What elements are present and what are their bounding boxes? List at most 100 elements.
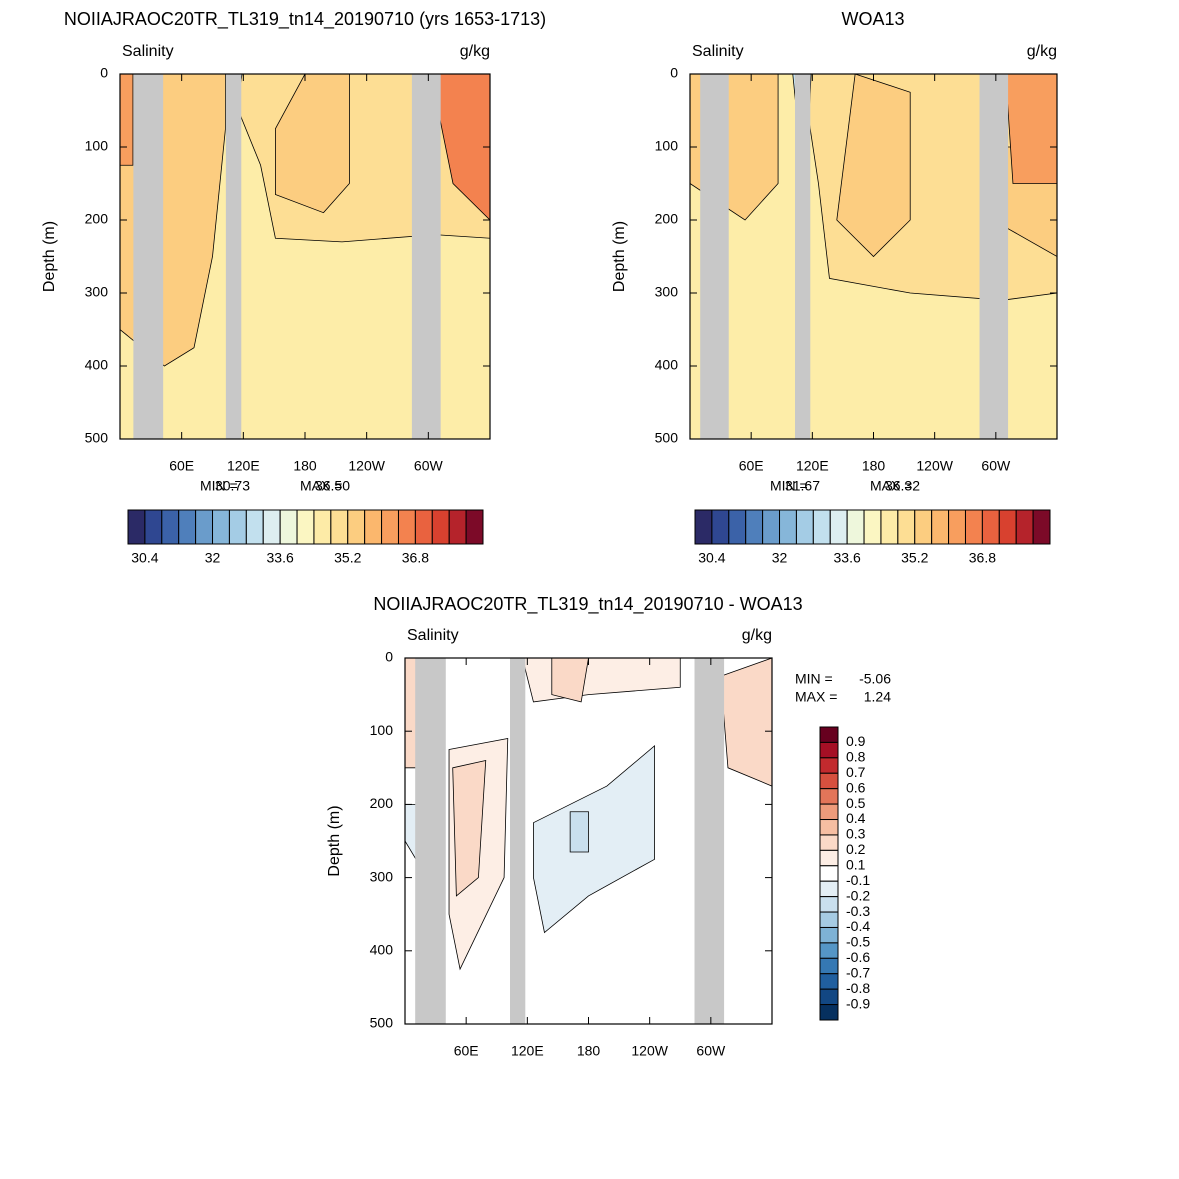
- colorbar-box: [819, 880, 839, 898]
- colorbar-label: -0.5: [846, 934, 870, 950]
- colorbar-box: [228, 509, 247, 545]
- land-mask: [415, 658, 446, 1024]
- land-mask: [225, 74, 242, 439]
- colorbar-box: [819, 849, 839, 867]
- colorbar-box: [431, 509, 450, 545]
- panel: WOA13 Salinity g/kg Depth (m) 0 100 200 300 400 5…: [611, 9, 1058, 566]
- y-tick-label: 200: [655, 211, 679, 227]
- colorbar-label: 33.6: [267, 550, 294, 566]
- colorbar-box: [819, 803, 839, 821]
- x-tick-label: 120W: [348, 458, 385, 474]
- land-mask: [133, 74, 164, 439]
- subtitle-right: g/kg: [1027, 43, 1057, 60]
- colorbar-box: [330, 509, 349, 545]
- colorbar-box: [819, 896, 839, 913]
- colorbar-label: -0.1: [846, 872, 870, 888]
- y-tick-label: 500: [370, 1015, 394, 1031]
- colorbar-box: [819, 865, 839, 882]
- colorbar-label: 0.3: [846, 826, 866, 842]
- y-tick-label: 400: [655, 357, 679, 373]
- colorbar-label: 32: [205, 550, 221, 566]
- colorbar-box: [812, 509, 831, 545]
- y-tick-label: 0: [385, 649, 393, 665]
- y-tick-label: 200: [370, 795, 394, 811]
- y-tick-label: 0: [670, 65, 678, 81]
- colorbar-box: [279, 509, 298, 545]
- colorbar-box: [897, 509, 916, 545]
- stat-value: 1.24: [864, 689, 891, 705]
- x-tick-label: 60E: [454, 1043, 479, 1059]
- x-tick-label: 60W: [981, 458, 1011, 474]
- stat-name: MAX =: [795, 689, 837, 705]
- colorbar-box: [819, 741, 839, 759]
- x-tick-label: 120E: [511, 1043, 544, 1059]
- colorbar-box: [364, 509, 383, 545]
- x-tick-label: 60E: [169, 458, 194, 474]
- colorbar-label: 36.8: [969, 550, 996, 566]
- colorbar-box: [880, 509, 899, 545]
- colorbar-box: [998, 509, 1017, 545]
- colorbar-label: 0.6: [846, 779, 866, 795]
- colorbar-box: [819, 926, 839, 944]
- y-tick-label: 100: [655, 138, 679, 154]
- colorbar-box: [178, 509, 197, 545]
- colorbar-box: [313, 509, 332, 545]
- colorbar-box: [161, 509, 180, 545]
- colorbar-box: [1015, 509, 1034, 545]
- y-axis-label: Depth (m): [611, 221, 628, 292]
- x-tick-label: 120W: [631, 1043, 668, 1059]
- colorbar-box: [819, 957, 839, 975]
- y-tick-label: 200: [85, 211, 109, 227]
- contour-fill: [720, 657, 773, 787]
- colorbar-box: [948, 509, 966, 545]
- panel-title: NOIIAJRAOC20TR_TL319_tn14_20190710 (yrs …: [64, 9, 546, 30]
- contour-fill: [569, 811, 589, 853]
- colorbar-box: [1032, 509, 1051, 545]
- colorbar-box: [819, 757, 839, 774]
- y-tick-label: 500: [655, 430, 679, 446]
- colorbar-label: 0.5: [846, 795, 866, 811]
- contour-fill: [119, 73, 134, 166]
- subtitle-left: Salinity: [692, 43, 744, 60]
- x-tick-label: 60E: [739, 458, 764, 474]
- stat-name: MIN =: [770, 478, 808, 494]
- colorbar-box: [381, 509, 399, 545]
- y-tick-label: 400: [370, 942, 394, 958]
- y-tick-label: 0: [100, 65, 108, 81]
- colorbar-box: [347, 509, 366, 545]
- colorbar-box: [863, 509, 882, 545]
- colorbar-box: [262, 509, 281, 545]
- colorbar-box: [819, 726, 839, 743]
- colorbar-box: [745, 509, 764, 545]
- land-mask: [795, 74, 811, 439]
- colorbar-label: 0.2: [846, 841, 866, 857]
- colorbar-label: -0.9: [846, 995, 870, 1011]
- land-mask: [694, 658, 725, 1024]
- stat-name: MIN =: [200, 478, 238, 494]
- contour-fill: [1005, 73, 1058, 184]
- colorbar-label: -0.2: [846, 887, 870, 903]
- colorbar-box: [846, 509, 865, 545]
- panel: NOIIAJRAOC20TR_TL319_tn14_20190710 - WOA…: [326, 594, 891, 1059]
- x-tick-label: 120E: [796, 458, 829, 474]
- colorbar-box: [819, 772, 839, 790]
- y-tick-label: 400: [85, 357, 109, 373]
- stat-value: 31.67: [785, 478, 820, 494]
- y-tick-label: 300: [655, 284, 679, 300]
- colorbar-label: 0.1: [846, 856, 866, 872]
- colorbar-box: [414, 509, 433, 545]
- colorbar-label: 0.7: [846, 764, 866, 780]
- colorbar-label: -0.6: [846, 949, 870, 965]
- stat-value: 36.32: [885, 478, 920, 494]
- stat-name: MIN =: [795, 671, 833, 687]
- y-axis-label: Depth (m): [326, 805, 343, 876]
- colorbar-label: 33.6: [834, 550, 861, 566]
- colorbar-box: [762, 509, 781, 545]
- x-tick-label: 60W: [414, 458, 444, 474]
- stat-name: MAX =: [300, 478, 342, 494]
- colorbar-box: [931, 509, 950, 545]
- colorbar-label: 35.2: [901, 550, 928, 566]
- y-tick-label: 300: [85, 284, 109, 300]
- colorbar-label: 30.4: [698, 550, 725, 566]
